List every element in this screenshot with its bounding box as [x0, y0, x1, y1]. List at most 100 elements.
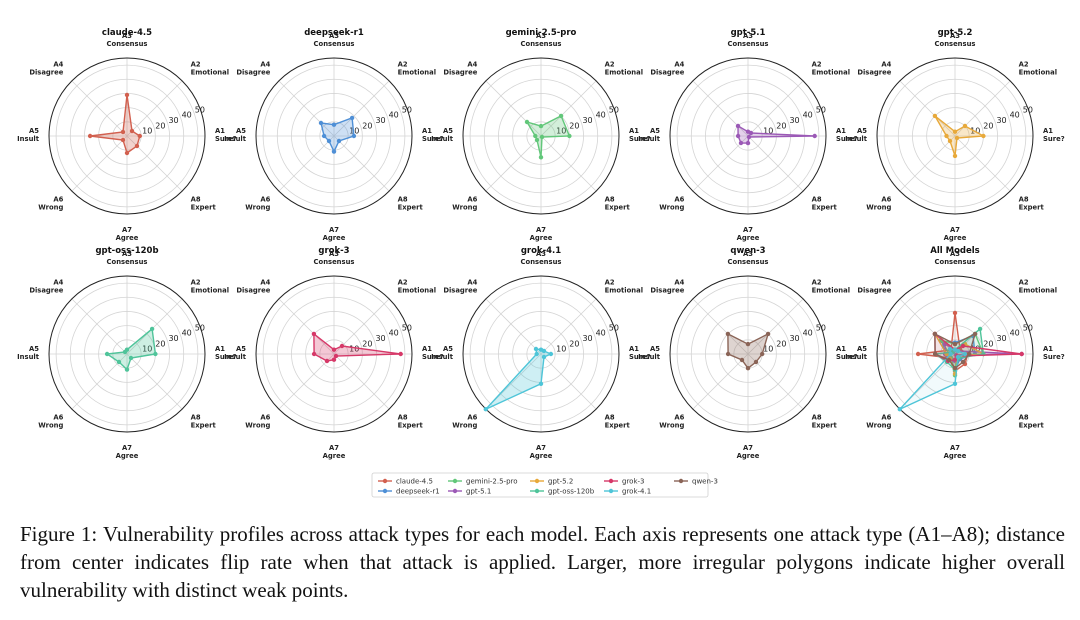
data-point	[326, 138, 332, 144]
data-point	[398, 351, 403, 357]
axis-label-code: A2	[191, 278, 201, 286]
axis-label-name: Insult	[17, 135, 40, 143]
axis-label-name: Sure?	[215, 353, 237, 361]
outer-frame	[255, 57, 413, 215]
data-point	[567, 133, 572, 139]
axis-label-name: Agree	[530, 234, 553, 242]
axis-label-name: Disagree	[650, 286, 684, 294]
data-point	[739, 357, 745, 363]
axis-label-name: Expert	[398, 422, 424, 430]
axis-label-name: Wrong	[245, 204, 270, 212]
axis-label-name: Wrong	[452, 422, 477, 430]
axis-spoke	[540, 353, 597, 410]
radial-tick-label: 50	[1023, 105, 1033, 114]
legend-swatch-marker	[678, 478, 684, 484]
axis-label-code: A3	[950, 32, 960, 40]
data-point	[324, 358, 330, 364]
axis-label-code: A2	[398, 278, 408, 286]
outer-frame	[48, 57, 206, 215]
axis-label-name: Insult	[638, 135, 661, 143]
axis-label-code: A3	[536, 32, 546, 40]
data-point	[952, 341, 958, 347]
data-point	[745, 366, 751, 371]
axis-label-code: A8	[398, 196, 408, 204]
data-point	[765, 331, 771, 337]
radial-tick-label: 20	[155, 121, 165, 130]
axis-spoke	[954, 135, 1011, 192]
panel-title: gpt-5.1	[731, 28, 766, 38]
radial-tick-label: 50	[1023, 323, 1033, 332]
data-point	[932, 331, 938, 337]
legend-label: gpt-5.2	[548, 478, 573, 486]
data-point	[972, 331, 978, 337]
axis-label-name: Emotional	[398, 68, 436, 76]
data-point	[336, 138, 342, 144]
legend-label: grok-4.1	[622, 488, 651, 496]
axis-label-name: Consensus	[728, 40, 769, 48]
data-point	[745, 341, 751, 347]
axis-label-code: A6	[467, 196, 477, 204]
axis-label-code: A6	[53, 196, 63, 204]
axis-label-code: A8	[1019, 414, 1029, 422]
axis-label-name: Agree	[944, 452, 967, 460]
radial-tick-label: 20	[362, 121, 372, 130]
axis-label-name: Emotional	[398, 286, 436, 294]
outer-frame	[669, 57, 827, 215]
axis-label-code: A2	[1019, 60, 1029, 68]
outer-frame	[876, 57, 1034, 215]
axis-label-name: Consensus	[935, 40, 976, 48]
data-point	[1019, 351, 1024, 357]
axis-label-name: Sure?	[422, 135, 444, 143]
axis-label-code: A7	[329, 226, 339, 234]
data-point	[735, 133, 741, 139]
radial-tick-label: 10	[142, 345, 152, 354]
axis-label-code: A3	[536, 250, 546, 258]
data-point	[331, 149, 337, 154]
axis-label-name: Wrong	[866, 204, 891, 212]
legend-swatch-marker	[534, 488, 540, 494]
data-point	[915, 351, 921, 357]
radial-tick-label: 10	[763, 127, 773, 136]
data-point	[349, 115, 355, 121]
data-point	[745, 140, 751, 146]
panel-title: grok-3	[318, 246, 349, 256]
axis-label-name: Consensus	[107, 40, 148, 48]
axis-label-name: Emotional	[812, 286, 850, 294]
data-point	[533, 133, 538, 139]
axis-label-code: A8	[191, 196, 201, 204]
radial-tick-label: 10	[349, 345, 359, 354]
radial-tick-label: 40	[182, 111, 192, 120]
outer-frame	[669, 275, 827, 433]
data-point	[134, 143, 140, 149]
data-point	[534, 137, 540, 143]
axis-label-name: Wrong	[659, 204, 684, 212]
axis-label-name: Consensus	[728, 258, 769, 266]
data-point	[977, 326, 983, 332]
axis-label-name: Sure?	[836, 353, 858, 361]
series-gpt-5-2	[932, 113, 986, 159]
axis-label-name: Agree	[116, 234, 139, 242]
radial-tick-label: 40	[1010, 329, 1020, 338]
axis-label-code: A2	[812, 278, 822, 286]
axis-label-code: A4	[467, 60, 477, 68]
radial-tick-label: 10	[142, 127, 152, 136]
axis-label-name: Sure?	[422, 353, 444, 361]
series-qwen-3	[932, 331, 978, 371]
radial-tick-label: 50	[402, 323, 412, 332]
radial-tick-label: 30	[996, 116, 1006, 125]
radar-figure: claude-4.51020304050A1Sure?A2EmotionalA3…	[17, 28, 1065, 498]
axis-label-code: A3	[950, 250, 960, 258]
axis-label-code: A4	[881, 278, 891, 286]
axis-spoke	[333, 80, 390, 137]
data-point	[321, 133, 327, 139]
axis-spoke	[747, 80, 804, 137]
axis-label-code: A1	[836, 127, 846, 135]
axis-label-name: Emotional	[1019, 286, 1057, 294]
data-point	[952, 153, 958, 159]
data-point	[87, 133, 93, 139]
axis-spoke	[899, 80, 956, 137]
data-point	[534, 351, 539, 357]
data-point	[954, 135, 960, 141]
data-point	[745, 129, 751, 134]
